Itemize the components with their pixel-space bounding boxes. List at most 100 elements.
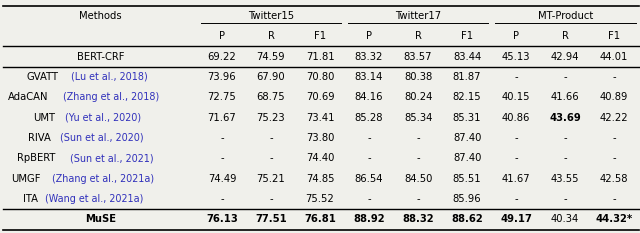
Text: 85.34: 85.34 <box>404 113 432 123</box>
Text: -: - <box>563 194 567 204</box>
Text: 72.75: 72.75 <box>207 92 236 102</box>
Text: 67.90: 67.90 <box>257 72 285 82</box>
Text: 80.38: 80.38 <box>404 72 432 82</box>
Text: GVATT: GVATT <box>26 72 58 82</box>
Text: (Wang et al., 2021a): (Wang et al., 2021a) <box>42 194 143 204</box>
Text: AdaCAN: AdaCAN <box>8 92 48 102</box>
Text: -: - <box>416 153 420 163</box>
Text: RpBERT: RpBERT <box>17 153 56 163</box>
Text: 41.66: 41.66 <box>551 92 579 102</box>
Text: 42.94: 42.94 <box>551 52 579 62</box>
Text: 88.32: 88.32 <box>403 214 434 224</box>
Text: 74.85: 74.85 <box>306 174 334 184</box>
Text: MT-Product: MT-Product <box>538 11 593 21</box>
Text: Twitter17: Twitter17 <box>395 11 441 21</box>
Text: (Zhang et al., 2021a): (Zhang et al., 2021a) <box>49 174 154 184</box>
Text: 76.13: 76.13 <box>206 214 238 224</box>
Text: -: - <box>269 153 273 163</box>
Text: R: R <box>268 31 275 41</box>
Text: P: P <box>366 31 372 41</box>
Text: 76.81: 76.81 <box>304 214 336 224</box>
Text: Twitter15: Twitter15 <box>248 11 294 21</box>
Text: 83.32: 83.32 <box>355 52 383 62</box>
Text: 45.13: 45.13 <box>502 52 531 62</box>
Text: 87.40: 87.40 <box>453 153 481 163</box>
Text: 74.49: 74.49 <box>208 174 236 184</box>
Text: -: - <box>612 72 616 82</box>
Text: BERT-CRF: BERT-CRF <box>77 52 124 62</box>
Text: F1: F1 <box>608 31 620 41</box>
Text: 40.34: 40.34 <box>551 214 579 224</box>
Text: R: R <box>562 31 568 41</box>
Text: -: - <box>515 72 518 82</box>
Text: 84.50: 84.50 <box>404 174 432 184</box>
Text: 84.16: 84.16 <box>355 92 383 102</box>
Text: -: - <box>515 153 518 163</box>
Text: UMGF: UMGF <box>11 174 40 184</box>
Text: 86.54: 86.54 <box>355 174 383 184</box>
Text: 83.57: 83.57 <box>404 52 433 62</box>
Text: 85.31: 85.31 <box>453 113 481 123</box>
Text: Methods: Methods <box>79 11 122 21</box>
Text: 85.28: 85.28 <box>355 113 383 123</box>
Text: RIVA: RIVA <box>28 133 51 143</box>
Text: 44.32*: 44.32* <box>596 214 633 224</box>
Text: 74.59: 74.59 <box>257 52 285 62</box>
Text: R: R <box>415 31 422 41</box>
Text: -: - <box>515 133 518 143</box>
Text: P: P <box>219 31 225 41</box>
Text: -: - <box>220 153 224 163</box>
Text: 85.96: 85.96 <box>452 194 481 204</box>
Text: 40.89: 40.89 <box>600 92 628 102</box>
Text: 40.15: 40.15 <box>502 92 531 102</box>
Text: -: - <box>269 194 273 204</box>
Text: 74.40: 74.40 <box>306 153 334 163</box>
Text: 70.69: 70.69 <box>306 92 334 102</box>
Text: 81.87: 81.87 <box>453 72 481 82</box>
Text: 71.67: 71.67 <box>207 113 236 123</box>
Text: 85.51: 85.51 <box>452 174 481 184</box>
Text: 88.62: 88.62 <box>451 214 483 224</box>
Text: ITA: ITA <box>23 194 38 204</box>
Text: 42.22: 42.22 <box>600 113 628 123</box>
Text: 43.55: 43.55 <box>551 174 579 184</box>
Text: -: - <box>612 133 616 143</box>
Text: (Sun et al., 2021): (Sun et al., 2021) <box>67 153 154 163</box>
Text: -: - <box>367 194 371 204</box>
Text: -: - <box>416 194 420 204</box>
Text: -: - <box>367 133 371 143</box>
Text: 70.80: 70.80 <box>306 72 334 82</box>
Text: -: - <box>269 133 273 143</box>
Text: 87.40: 87.40 <box>453 133 481 143</box>
Text: -: - <box>220 194 224 204</box>
Text: 43.69: 43.69 <box>549 113 581 123</box>
Text: 40.86: 40.86 <box>502 113 531 123</box>
Text: -: - <box>416 133 420 143</box>
Text: 77.51: 77.51 <box>255 214 287 224</box>
Text: 69.22: 69.22 <box>207 52 236 62</box>
Text: UMT: UMT <box>33 113 55 123</box>
Text: 83.14: 83.14 <box>355 72 383 82</box>
Text: P: P <box>513 31 519 41</box>
Text: -: - <box>515 194 518 204</box>
Text: 73.80: 73.80 <box>306 133 334 143</box>
Text: 83.44: 83.44 <box>453 52 481 62</box>
Text: -: - <box>563 153 567 163</box>
Text: -: - <box>612 153 616 163</box>
Text: 42.58: 42.58 <box>600 174 628 184</box>
Text: (Lu et al., 2018): (Lu et al., 2018) <box>68 72 147 82</box>
Text: 88.92: 88.92 <box>353 214 385 224</box>
Text: F1: F1 <box>461 31 473 41</box>
Text: -: - <box>563 133 567 143</box>
Text: 80.24: 80.24 <box>404 92 432 102</box>
Text: (Sun et al., 2020): (Sun et al., 2020) <box>57 133 144 143</box>
Text: -: - <box>563 72 567 82</box>
Text: 73.96: 73.96 <box>207 72 236 82</box>
Text: 44.01: 44.01 <box>600 52 628 62</box>
Text: 75.23: 75.23 <box>257 113 285 123</box>
Text: 41.67: 41.67 <box>502 174 531 184</box>
Text: 82.15: 82.15 <box>452 92 481 102</box>
Text: -: - <box>612 194 616 204</box>
Text: (Yu et al., 2020): (Yu et al., 2020) <box>61 113 141 123</box>
Text: 73.41: 73.41 <box>306 113 334 123</box>
